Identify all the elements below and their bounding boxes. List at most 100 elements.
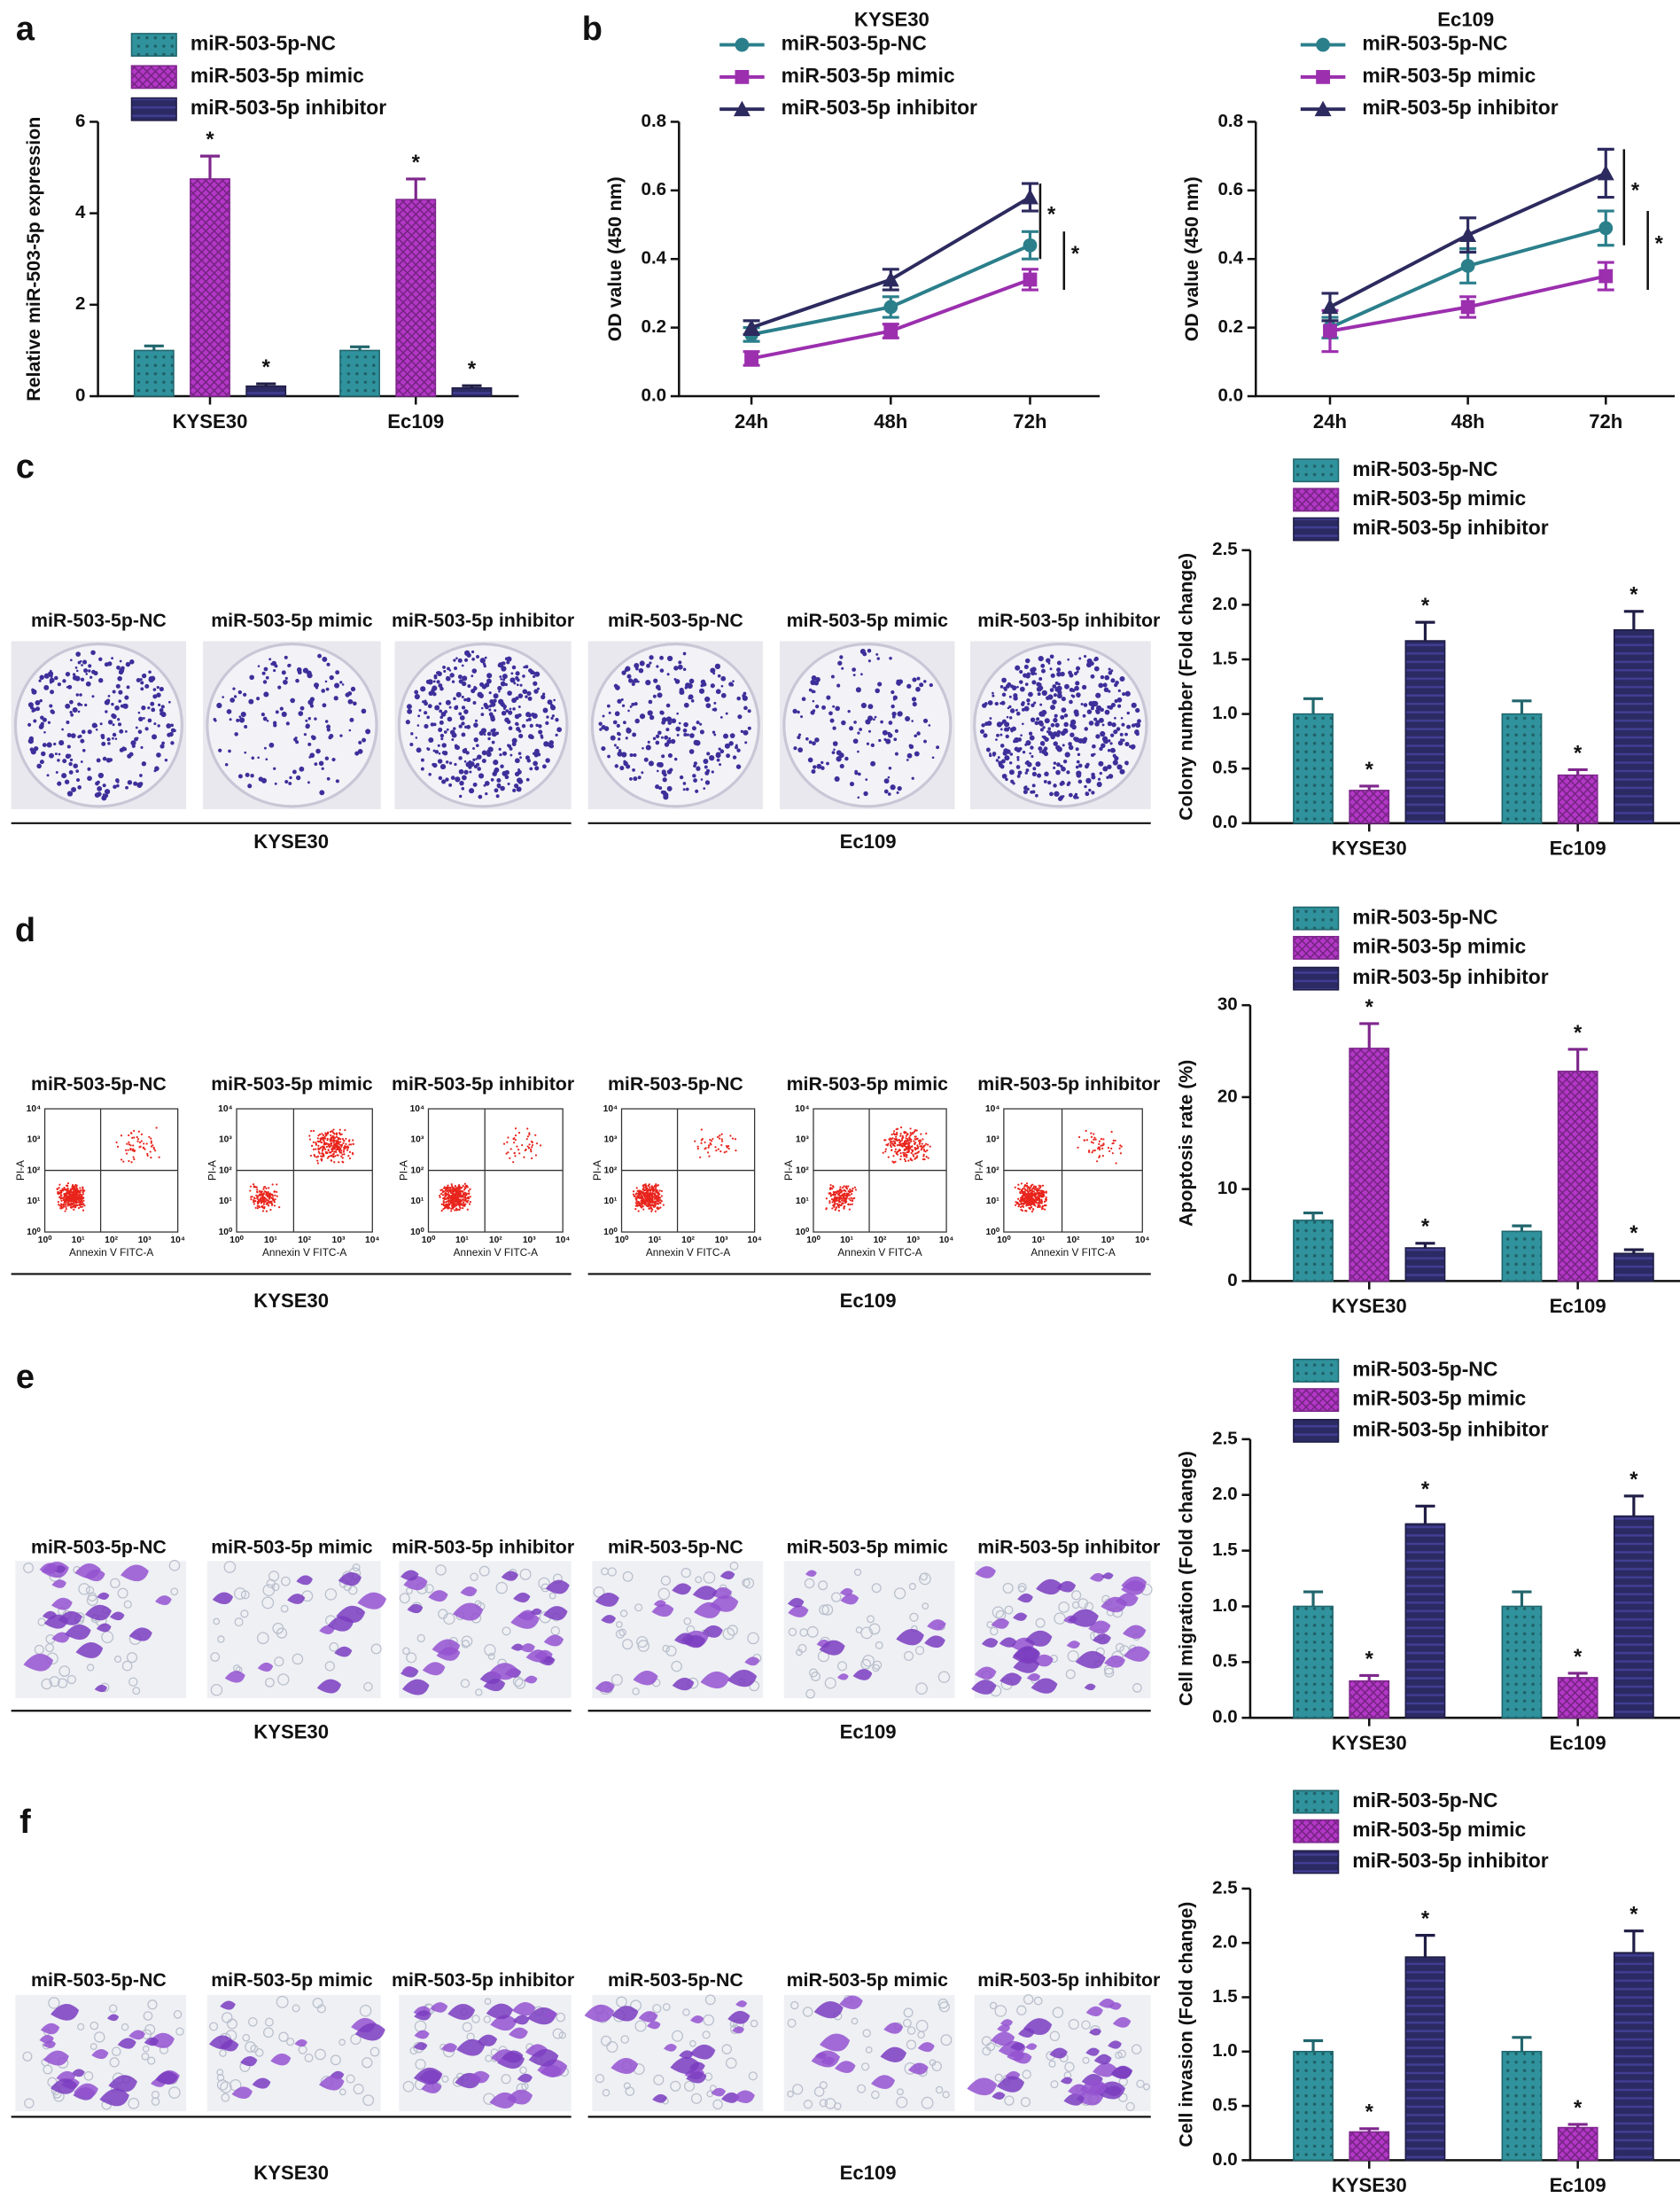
event	[262, 1201, 266, 1204]
event	[330, 1150, 332, 1153]
event	[131, 1150, 134, 1152]
error-bar	[350, 345, 370, 351]
colony-dot	[447, 716, 453, 722]
event	[314, 1155, 316, 1157]
pore	[370, 1643, 382, 1655]
event	[251, 1196, 253, 1198]
error-bar	[1303, 697, 1324, 714]
colony-dot	[693, 778, 697, 783]
pore	[359, 2004, 372, 2017]
colony-dot	[466, 697, 471, 703]
cell	[155, 1595, 172, 1606]
event	[469, 1188, 471, 1190]
colony-dot	[95, 724, 98, 728]
event	[836, 1203, 839, 1205]
colony-dot	[135, 726, 138, 729]
colony-dot	[443, 669, 447, 673]
colony-dot	[612, 720, 618, 725]
flow-tick-label: 10¹	[796, 1196, 809, 1206]
colony-dot	[229, 718, 232, 721]
event	[338, 1128, 341, 1131]
colony-dot	[488, 704, 493, 708]
colony-dot	[810, 710, 815, 715]
colony-dot	[265, 758, 268, 761]
colony-dot	[129, 659, 135, 665]
event	[1077, 1146, 1079, 1149]
event	[898, 1142, 901, 1144]
colony-dot	[534, 766, 540, 771]
colony-dot	[652, 737, 657, 740]
colony-dot	[90, 650, 96, 656]
colony-dot	[810, 679, 816, 686]
colony-dot	[1040, 668, 1046, 674]
event	[833, 1201, 836, 1204]
colony-dot	[43, 673, 50, 679]
colony-dot	[492, 728, 496, 732]
point	[1022, 189, 1038, 205]
event	[59, 1192, 62, 1195]
pore	[703, 1571, 716, 1584]
event	[276, 1195, 278, 1197]
panel-letter: e	[16, 1359, 35, 1396]
colony-dot	[525, 665, 529, 669]
colony-dot	[631, 702, 635, 706]
bar	[1501, 713, 1543, 824]
event	[459, 1206, 462, 1209]
cell	[501, 1571, 518, 1581]
colony-dot	[629, 753, 634, 758]
colony-dot	[891, 690, 895, 695]
colony-dot	[1099, 771, 1102, 776]
colony-dot	[1023, 664, 1029, 669]
pore	[460, 1679, 471, 1688]
colony-dot	[67, 753, 72, 758]
colony-dot	[461, 664, 464, 667]
event	[463, 1191, 467, 1194]
colony-dot	[1083, 703, 1088, 707]
colony-dot	[1022, 750, 1026, 754]
event	[513, 1142, 516, 1144]
colony-dot	[228, 749, 231, 753]
x-tick-label: Ec109	[1550, 1732, 1606, 1754]
colony-dot	[665, 703, 671, 708]
colony-dot	[486, 752, 492, 758]
event	[1078, 1135, 1081, 1139]
colony-dot	[646, 663, 650, 668]
colony-dot	[85, 673, 89, 675]
colony-dot	[69, 762, 73, 766]
colony-dot	[1025, 740, 1031, 746]
event	[530, 1150, 533, 1153]
legend-swatch	[1293, 935, 1340, 960]
event	[909, 1134, 912, 1137]
colony-dot	[461, 695, 464, 698]
colony-dot	[1030, 667, 1035, 673]
colony-dot	[1083, 654, 1087, 659]
event	[644, 1183, 647, 1186]
event	[1085, 1139, 1088, 1142]
colony-dot	[519, 683, 523, 687]
pore	[424, 1584, 434, 1594]
pore	[1077, 1598, 1089, 1610]
event	[66, 1192, 68, 1195]
colony-dot	[307, 781, 310, 784]
colony-dot	[117, 722, 122, 727]
event	[454, 1209, 456, 1212]
cell	[700, 1671, 730, 1689]
colony-dot	[265, 675, 269, 680]
colony-dot	[542, 707, 548, 713]
colony-dot	[634, 702, 638, 706]
colony-dot	[281, 670, 286, 675]
event	[330, 1138, 332, 1141]
colony-dot	[1050, 722, 1055, 728]
event	[647, 1204, 649, 1206]
event	[849, 1203, 852, 1206]
event	[896, 1127, 899, 1130]
colony-dot	[262, 680, 268, 684]
event	[912, 1132, 914, 1135]
event	[150, 1142, 152, 1144]
event	[849, 1190, 852, 1193]
colony-dot	[39, 698, 43, 703]
image-label: miR-503-5p mimic	[211, 1969, 373, 1991]
event	[650, 1185, 653, 1188]
event	[127, 1149, 129, 1151]
event	[890, 1142, 892, 1145]
